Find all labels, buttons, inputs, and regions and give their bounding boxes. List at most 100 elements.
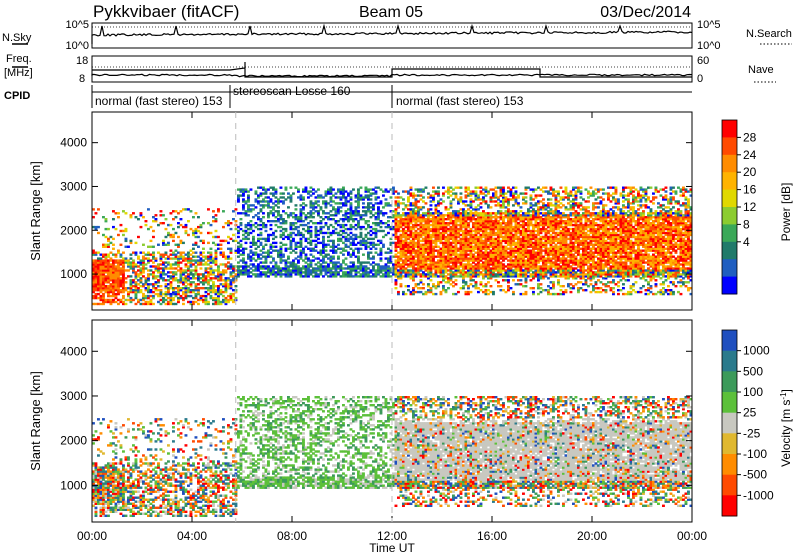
echo-cell — [279, 196, 283, 199]
echo-cell — [459, 192, 463, 195]
echo-cell — [387, 223, 390, 227]
echo-cell — [399, 241, 403, 245]
echo-cell — [399, 265, 403, 268]
echo-cell — [437, 235, 440, 239]
echo-cell — [384, 225, 388, 229]
echo-cell — [304, 214, 308, 217]
echo-cell — [399, 267, 403, 270]
echo-cell — [474, 255, 478, 258]
echo-cell — [279, 275, 283, 278]
echo-cell — [132, 271, 135, 274]
echo-cell — [129, 216, 133, 219]
echo-cell — [389, 257, 393, 260]
echo-cell — [392, 210, 395, 213]
echo-cell — [397, 223, 400, 227]
echo-cell — [419, 198, 423, 201]
echo-cell — [347, 220, 350, 223]
echo-cell — [159, 302, 163, 306]
echo-cell — [179, 241, 183, 245]
echo-cell — [357, 271, 360, 274]
echo-cell — [164, 235, 168, 239]
echo-cell — [309, 249, 313, 252]
echo-cell — [149, 294, 153, 298]
echo-cell — [539, 235, 543, 239]
echo-cell — [404, 251, 408, 254]
echo-cell — [407, 222, 410, 225]
echo-cell — [149, 259, 153, 262]
echo-cell — [414, 218, 418, 221]
echo-cell — [422, 227, 425, 231]
echo-cell — [124, 239, 128, 243]
echo-cell — [254, 265, 258, 268]
echo-cell — [339, 229, 343, 233]
echo-cell — [177, 263, 180, 266]
echo-cell — [287, 267, 290, 270]
echo-cell — [432, 225, 435, 229]
echo-cell — [149, 269, 153, 272]
echo-cell — [439, 267, 443, 270]
echo-cell — [382, 214, 385, 217]
echo-cell — [104, 257, 108, 260]
echo-cell — [179, 281, 183, 284]
echo-cell — [112, 263, 115, 266]
echo-cell — [294, 233, 298, 237]
echo-cell — [412, 245, 415, 248]
echo-cell — [112, 289, 115, 292]
echo-cell — [324, 271, 328, 274]
echo-cell — [237, 200, 240, 203]
echo-cell — [172, 210, 175, 213]
echo-cell — [217, 279, 220, 282]
echo-cell — [259, 200, 263, 203]
echo-cell — [394, 255, 398, 258]
echo-cell — [189, 294, 193, 298]
echo-cell — [202, 251, 205, 254]
echo-cell — [294, 214, 298, 217]
echo-cell — [339, 218, 343, 221]
echo-cell — [264, 257, 268, 260]
echo-cell — [97, 296, 100, 300]
echo-cell — [137, 255, 140, 258]
echo-cell — [372, 204, 375, 207]
echo-cell — [299, 210, 303, 213]
echo-cell — [179, 271, 183, 274]
echo-cell — [239, 227, 243, 231]
echo-cell — [364, 243, 368, 246]
echo-cell — [429, 214, 433, 217]
echo-cell — [94, 287, 98, 290]
cpid-label: CPID — [4, 90, 30, 102]
echo-cell — [92, 290, 95, 294]
echo-cell — [269, 220, 273, 223]
echo-cell — [512, 233, 515, 237]
echo-cell — [204, 290, 208, 294]
echo-cell — [212, 235, 215, 239]
echo-cell — [247, 200, 250, 203]
echo-cell — [417, 290, 420, 294]
echo-cell — [404, 249, 408, 252]
echo-cell — [437, 263, 440, 266]
echo-cell — [209, 269, 213, 272]
echo-cell — [282, 210, 285, 213]
echo-cell — [112, 285, 115, 288]
echo-cell — [97, 285, 100, 288]
echo-cell — [409, 225, 413, 229]
echo-cell — [342, 261, 345, 264]
echo-cell — [479, 206, 483, 209]
echo-cell — [342, 218, 345, 221]
echo-cell — [129, 296, 133, 300]
echo-cell — [374, 273, 378, 276]
echo-cell — [207, 251, 210, 254]
echo-cell — [94, 281, 98, 284]
echo-cell — [417, 190, 420, 193]
echo-cell — [477, 290, 480, 294]
echo-cell — [547, 247, 550, 250]
echo-cell — [322, 225, 325, 229]
echo-cell — [427, 273, 430, 276]
echo-cell — [259, 186, 263, 189]
echo-cell — [432, 253, 435, 256]
echo-cell — [474, 186, 478, 189]
echo-cell — [349, 190, 353, 193]
echo-cell — [119, 290, 123, 294]
echo-cell — [144, 279, 148, 282]
echo-cell — [257, 269, 260, 272]
echo-cell — [132, 261, 135, 264]
